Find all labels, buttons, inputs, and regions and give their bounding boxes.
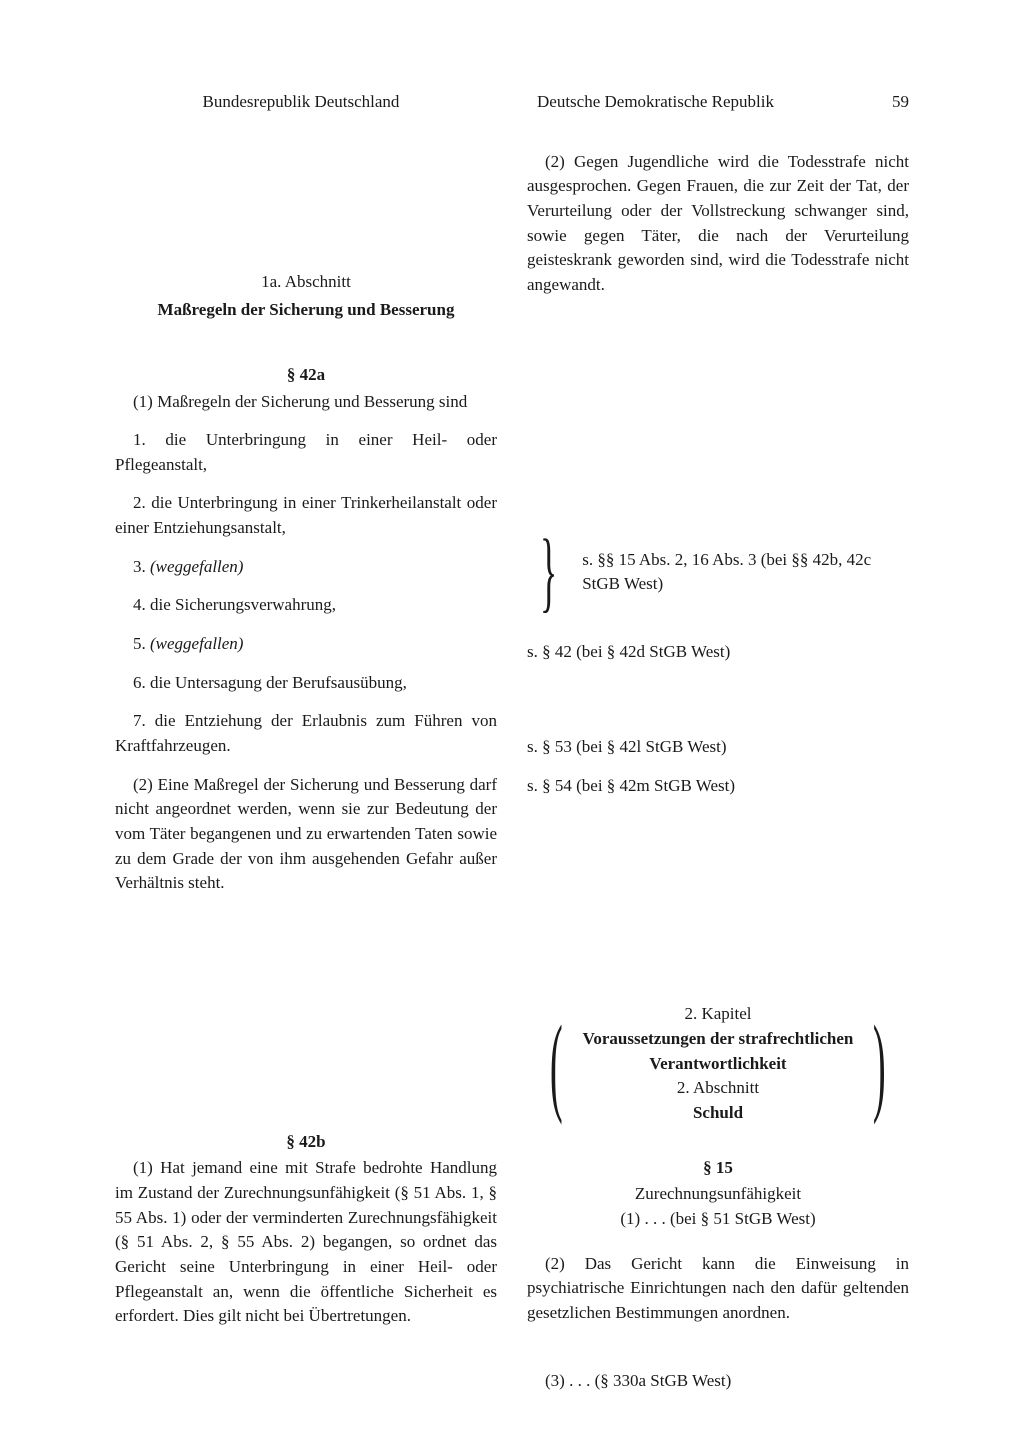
weggefallen-5: (weggefallen) <box>150 634 243 653</box>
brace-reference-block: } s. §§ 15 Abs. 2, 16 Abs. 3 (bei §§ 42b… <box>527 536 909 608</box>
header-right-title: Deutsche Demokratische Republik <box>537 90 774 115</box>
paren-left-icon: ( <box>550 1026 563 1103</box>
curly-brace-icon: } <box>540 536 557 608</box>
par42b-text: (1) Hat jemand eine mit Strafe bedrohte … <box>115 1156 497 1328</box>
header-right: Deutsche Demokratische Republik 59 <box>527 90 909 115</box>
kapitel-line3: Verantwortlichkeit <box>583 1052 854 1077</box>
par15-abs1: (1) . . . (bei § 51 StGB West) <box>527 1207 909 1232</box>
ref-42: s. § 42 (bei § 42d StGB West) <box>527 640 909 665</box>
par42a-abs2: (2) Eine Maßregel der Sicherung und Bess… <box>115 773 497 896</box>
ref-53: s. § 53 (bei § 42l StGB West) <box>527 735 909 760</box>
right-column: (2) Gegen Jugendliche wird die Todesstra… <box>527 150 909 1394</box>
left-column: 1a. Abschnitt Maßregeln der Sicherung un… <box>115 150 497 1394</box>
list-item-2: 2. die Unterbringung in einer Trinkerhei… <box>115 491 497 540</box>
par15-abs2: (2) Das Gericht kann die Einweisung in p… <box>527 1252 909 1326</box>
abschnitt-number: 1a. Abschnitt <box>115 270 497 295</box>
kapitel-line5: Schuld <box>583 1101 854 1126</box>
kapitel-line2: Voraussetzungen der strafrechtlichen <box>583 1027 854 1052</box>
list-item-5: 5. (weggefallen) <box>115 632 497 657</box>
list-item-6: 6. die Untersagung der Berufsausübung, <box>115 671 497 696</box>
right-intro-para: (2) Gegen Jugendliche wird die Todesstra… <box>527 150 909 298</box>
paren-right-icon: ) <box>873 1026 886 1103</box>
paragraph-42b-label: § 42b <box>115 1130 497 1155</box>
par15-title: Zurechnungsunfähigkeit <box>527 1182 909 1207</box>
par42a-intro: (1) Maßregeln der Sicherung und Besserun… <box>115 390 497 415</box>
paragraph-15-label: § 15 <box>527 1156 909 1181</box>
page-header: Bundesrepublik Deutschland Deutsche Demo… <box>115 90 909 115</box>
kapitel-block: ( 2. Kapitel Voraussetzungen der strafre… <box>527 1002 909 1125</box>
page-number: 59 <box>892 90 909 115</box>
kapitel-content: 2. Kapitel Voraussetzungen der strafrech… <box>575 1002 862 1125</box>
abschnitt-title: Maßregeln der Sicherung und Besserung <box>115 298 497 323</box>
list-item-7: 7. die Entziehung der Erlaubnis zum Führ… <box>115 709 497 758</box>
weggefallen-3: (weggefallen) <box>150 557 243 576</box>
kapitel-line4: 2. Abschnitt <box>583 1076 854 1101</box>
paragraph-42a-label: § 42a <box>115 363 497 388</box>
ref-54: s. § 54 (bei § 42m StGB West) <box>527 774 909 799</box>
list-item-4: 4. die Sicherungsverwahrung, <box>115 593 497 618</box>
list-item-1: 1. die Unterbringung in einer Heil- oder… <box>115 428 497 477</box>
ref-brace-text: s. §§ 15 Abs. 2, 16 Abs. 3 (bei §§ 42b, … <box>582 548 909 597</box>
kapitel-line1: 2. Kapitel <box>583 1002 854 1027</box>
list-item-3: 3. (weggefallen) <box>115 555 497 580</box>
header-left: Bundesrepublik Deutschland <box>115 90 527 115</box>
par15-abs3: (3) . . . (§ 330a StGB West) <box>527 1369 909 1394</box>
